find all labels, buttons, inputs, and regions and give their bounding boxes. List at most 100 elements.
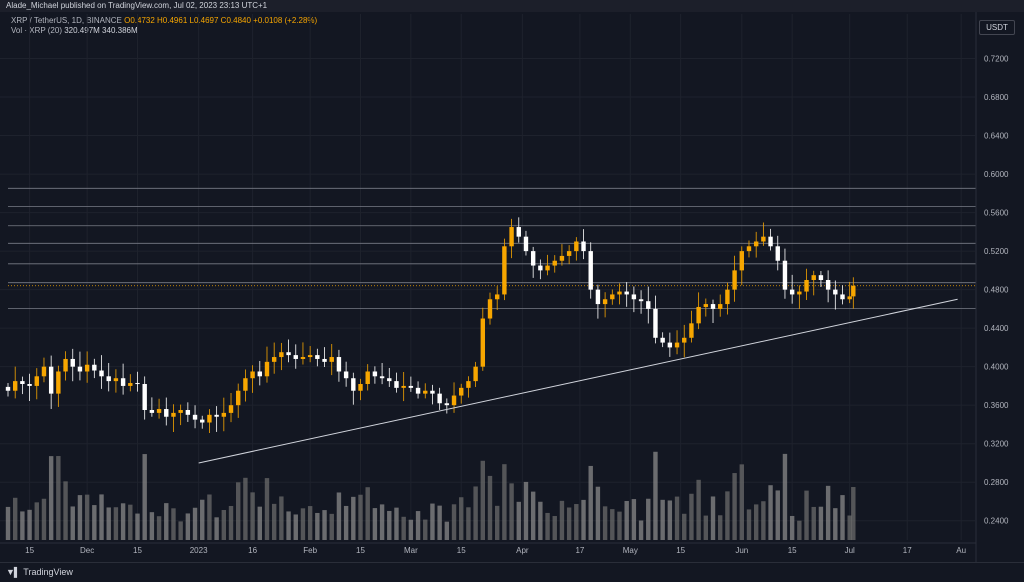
candle — [336, 349, 342, 382]
candle — [782, 248, 788, 299]
volume-bar — [559, 500, 565, 540]
candle — [804, 268, 809, 301]
candle-body — [336, 357, 342, 372]
candle-body — [459, 387, 464, 396]
candle — [775, 235, 780, 271]
volume-bar — [818, 506, 824, 540]
candle-body — [415, 387, 421, 394]
candle-body — [732, 270, 737, 290]
candle-body — [646, 301, 651, 309]
candle — [27, 373, 32, 402]
candle-body — [365, 371, 370, 384]
volume-bar — [789, 515, 795, 540]
volume-bar — [300, 508, 306, 540]
candle-body — [789, 289, 795, 295]
candle — [41, 357, 47, 383]
candle — [538, 259, 543, 280]
candle-body — [566, 251, 572, 256]
candle-body — [631, 294, 637, 300]
candle — [530, 246, 536, 278]
time-tick-label: 15 — [356, 546, 365, 555]
volume-bar — [851, 487, 856, 540]
candle-body — [192, 414, 198, 420]
horizontal-levels[interactable]: 0.58520.56620.54630.52810.50680.48720.46… — [8, 183, 1010, 314]
candle-body — [703, 304, 709, 307]
candle-body — [214, 414, 219, 417]
candle-body — [516, 227, 521, 237]
volume-bar — [494, 505, 500, 540]
price-tick-label: 0.4800 — [984, 286, 1009, 295]
candle-body — [322, 358, 327, 362]
price-axis[interactable]: 0.2400 0.2800 0.3200 0.3600 0.4000 0.4400 0.48… — [975, 12, 1024, 562]
candle-body — [545, 265, 550, 271]
volume-bar — [840, 495, 845, 540]
legend-volume-label[interactable]: Vol · XRP (20) — [11, 26, 62, 35]
candle-body — [401, 385, 406, 388]
trendline-group[interactable] — [198, 298, 958, 464]
tradingview-logo[interactable]: ▼▌ TradingView — [6, 567, 73, 577]
candle — [178, 404, 183, 426]
candle-body — [423, 390, 428, 394]
candle — [279, 342, 284, 371]
candle-body — [106, 376, 111, 382]
candle — [271, 342, 277, 374]
candle — [84, 351, 90, 383]
ascending-trendline[interactable] — [198, 298, 958, 464]
candle-body — [185, 410, 191, 415]
candle — [365, 364, 370, 391]
volume-bar — [307, 506, 313, 540]
volume-bar — [415, 511, 421, 540]
candle-body — [5, 386, 11, 391]
currency-selector[interactable]: USDT — [979, 20, 1015, 35]
price-tick-label: 0.5600 — [984, 209, 1009, 218]
candle — [797, 285, 802, 309]
volume-bar — [631, 499, 637, 540]
time-tick-label: 17 — [903, 546, 912, 555]
volume-bar — [358, 494, 363, 540]
candle — [164, 397, 169, 426]
candle-body — [818, 275, 824, 280]
time-tick-label: 15 — [676, 546, 685, 555]
candle-body — [20, 381, 25, 384]
candle — [595, 284, 601, 319]
volume-bar — [135, 513, 140, 540]
volume-bars — [5, 451, 856, 540]
price-tick-label: 0.6000 — [984, 170, 1009, 179]
candle-body — [307, 355, 313, 358]
candle-body — [660, 337, 665, 343]
candle-body — [12, 381, 18, 391]
candle — [315, 348, 320, 367]
time-axis[interactable]: 15 Dec 15 2023 16 Feb 15 Mar 15 Apr 17 May 15 Jun 15 Ju… — [0, 542, 976, 555]
time-tick-label: 16 — [248, 546, 257, 555]
candles — [5, 217, 856, 434]
volume-bar — [487, 475, 493, 540]
volume-bar — [638, 520, 644, 540]
volume-bar — [480, 460, 486, 540]
volume-bar — [444, 521, 450, 540]
legend-symbol[interactable]: XRP / TetherUS, 1D, BINANCE — [11, 16, 122, 25]
candle — [300, 342, 306, 365]
candle-body — [379, 376, 385, 379]
candle-body — [228, 405, 234, 413]
volume-bar — [753, 504, 759, 540]
price-chart[interactable]: 0.58520.56620.54630.52810.50680.48720.46… — [0, 0, 1024, 562]
candle — [753, 231, 759, 258]
candle — [343, 361, 349, 387]
candle-body — [164, 409, 169, 417]
volume-bar — [782, 453, 788, 540]
volume-bar — [171, 508, 176, 540]
candle-body — [753, 241, 759, 247]
candle-body — [689, 323, 694, 338]
candle-body — [718, 304, 723, 309]
volume-bar — [667, 500, 673, 540]
candle-body — [27, 384, 32, 386]
volume-bar — [516, 501, 521, 540]
candle — [811, 270, 816, 296]
candle-body — [171, 412, 176, 417]
candle — [444, 398, 450, 414]
time-tick-label: 15 — [133, 546, 142, 555]
volume-bar — [387, 510, 392, 540]
candle-body — [847, 296, 852, 300]
volume-bar — [833, 508, 838, 540]
candle-body — [595, 289, 601, 305]
